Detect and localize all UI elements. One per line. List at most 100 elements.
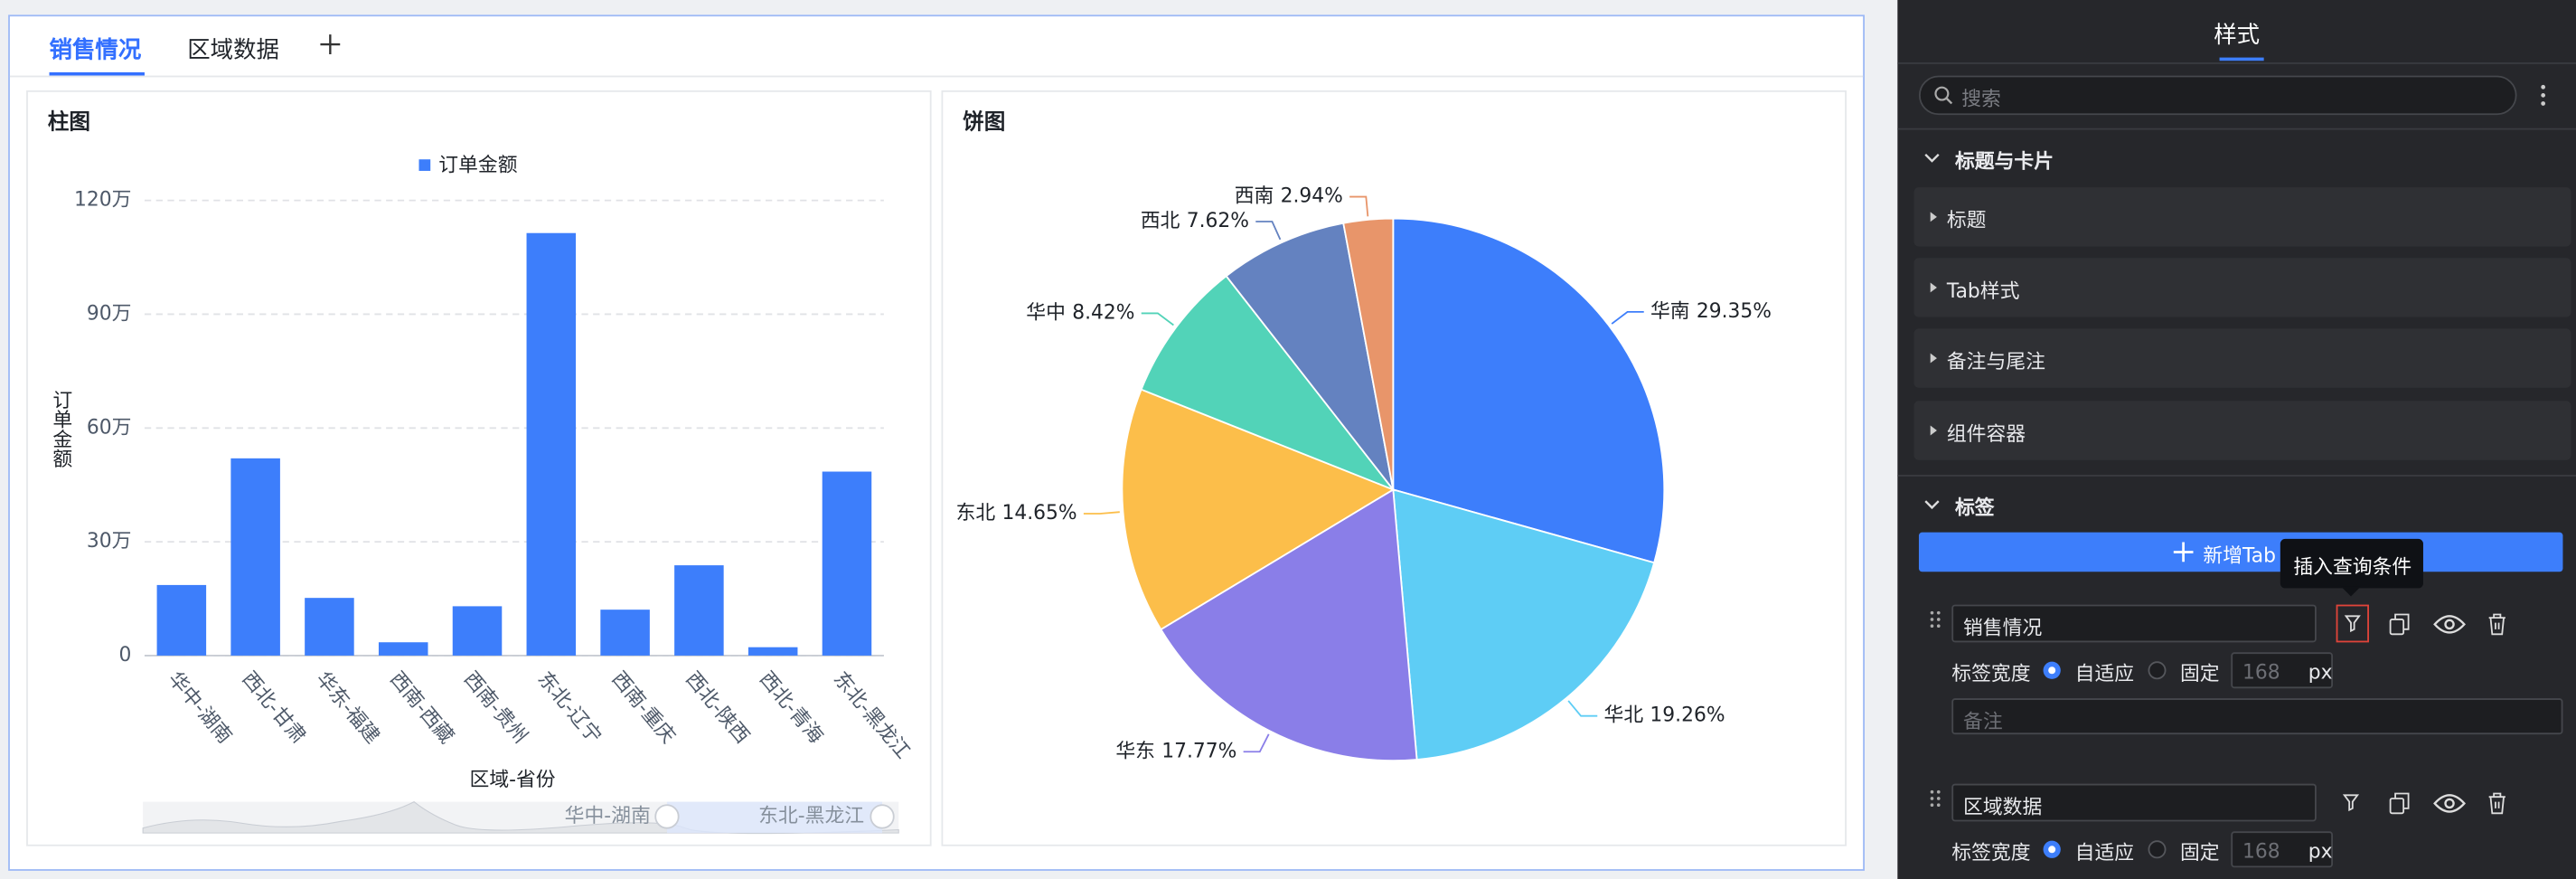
x-tick-label: 东北-黑龙江 bbox=[829, 667, 914, 763]
divider bbox=[1897, 128, 2576, 130]
search-icon bbox=[1934, 86, 1953, 105]
radio-label: 自适应 bbox=[2074, 841, 2135, 865]
y-axis-label: 订单金额 bbox=[50, 390, 72, 469]
search-placeholder: 搜索 bbox=[1961, 87, 2001, 110]
button-label: 新增Tab bbox=[2203, 543, 2276, 567]
pie-label: 西北 7.62% bbox=[1141, 210, 1249, 232]
pie-label-value: 8.42% bbox=[1072, 301, 1134, 324]
pie-label-value: 19.26% bbox=[1650, 704, 1725, 727]
drag-handle[interactable] bbox=[1929, 610, 1942, 629]
bar bbox=[600, 610, 650, 656]
radio[interactable] bbox=[2148, 660, 2167, 680]
unit: px bbox=[2308, 839, 2333, 863]
radio[interactable] bbox=[2148, 839, 2167, 859]
note-input[interactable]: 备注 bbox=[1951, 698, 2563, 735]
pie-label-value: 29.35% bbox=[1697, 300, 1772, 323]
width-input[interactable]: 168 px bbox=[2231, 652, 2333, 689]
pie-slice bbox=[1342, 217, 1395, 490]
x-tick-label: 西北-陕西 bbox=[681, 667, 753, 748]
item-label: 组件容器 bbox=[1946, 421, 2026, 446]
section-item[interactable]: 组件容器 bbox=[1913, 401, 2571, 460]
pie-slice bbox=[1140, 274, 1396, 492]
item-label: 备注与尾注 bbox=[1946, 349, 2045, 373]
delete-icon[interactable] bbox=[2487, 792, 2507, 815]
collapse-icon[interactable] bbox=[1923, 496, 1940, 513]
bar bbox=[378, 642, 428, 656]
bar bbox=[674, 565, 724, 656]
y-tick-label: 30万 bbox=[87, 530, 132, 553]
radio-label: 固定 bbox=[2179, 841, 2220, 865]
radio-label: 自适应 bbox=[2074, 662, 2135, 685]
bar bbox=[822, 471, 872, 656]
bar-card: 柱图 0 30万 60万 90万 120万 订单金额 华中-湖南 西北-甘肃 华东-福建 西南-西藏… bbox=[26, 90, 932, 846]
pie-label-name: 西南 bbox=[1235, 185, 1274, 208]
section-item[interactable]: 标题 bbox=[1913, 187, 2571, 247]
pie-slice bbox=[1225, 222, 1395, 490]
section-item[interactable]: 备注与尾注 bbox=[1913, 328, 2571, 388]
search-box[interactable]: 搜索 bbox=[1918, 75, 2517, 116]
pie-label-name: 华东 bbox=[1115, 740, 1155, 762]
tab[interactable]: 区域数据 bbox=[187, 37, 279, 64]
delete-icon[interactable] bbox=[2487, 613, 2507, 636]
y-tick-label: 0 bbox=[119, 644, 132, 666]
pie-label: 华东 17.77% bbox=[1115, 740, 1236, 762]
section-title[interactable]: 标题与卡片 bbox=[1954, 149, 2054, 173]
input-value: 区域数据 bbox=[1963, 795, 2043, 818]
pie-label-value: 2.94% bbox=[1281, 185, 1343, 208]
tab-name-input[interactable]: 区域数据 bbox=[1951, 783, 2317, 822]
y-tick-label: 60万 bbox=[87, 416, 132, 439]
divider bbox=[1897, 62, 2576, 64]
copy-icon[interactable] bbox=[2389, 613, 2411, 636]
leader-line bbox=[1255, 221, 1282, 241]
x-tick-label: 西南-西藏 bbox=[385, 667, 457, 748]
y-tick-label: 120万 bbox=[74, 189, 131, 212]
pie-label-name: 东北 bbox=[956, 502, 996, 525]
leader-line bbox=[1083, 511, 1120, 515]
section-title[interactable]: 标签 bbox=[1954, 496, 1995, 520]
pie-slice bbox=[1121, 388, 1396, 631]
tab-underline bbox=[49, 71, 145, 76]
x-tick-label: 东北-辽宁 bbox=[533, 667, 606, 748]
input-placeholder: 备注 bbox=[1963, 709, 2003, 733]
input-value: 168 bbox=[2242, 660, 2280, 684]
pie-label-name: 华北 bbox=[1604, 704, 1644, 727]
field-label: 标签宽度 bbox=[1951, 662, 2031, 685]
bar bbox=[156, 584, 207, 656]
radio-checked[interactable] bbox=[2042, 839, 2062, 859]
item-label: 标题 bbox=[1946, 208, 1987, 232]
bar bbox=[305, 598, 354, 656]
x-tick-label: 华中-湖南 bbox=[164, 667, 236, 748]
more-icon[interactable] bbox=[2536, 82, 2550, 109]
section-item[interactable]: Tab样式 bbox=[1913, 258, 2571, 317]
chart-title: 柱图 bbox=[48, 109, 90, 135]
tab-name-input[interactable]: 销售情况 bbox=[1951, 604, 2317, 643]
tooltip-arrow bbox=[2341, 586, 2361, 597]
input-value: 销售情况 bbox=[1963, 616, 2043, 639]
width-input[interactable]: 168 px bbox=[2231, 831, 2333, 868]
add-tab-button[interactable]: 新增Tab bbox=[1918, 532, 2563, 572]
drag-handle[interactable] bbox=[1929, 789, 1942, 808]
x-tick-label: 西南-贵州 bbox=[459, 667, 531, 748]
pie-label-value: 17.77% bbox=[1161, 740, 1236, 762]
bar bbox=[747, 647, 798, 656]
bar bbox=[230, 458, 280, 656]
divider bbox=[9, 75, 1864, 78]
tab[interactable]: 销售情况 bbox=[49, 37, 142, 64]
filter-button[interactable] bbox=[2336, 604, 2369, 643]
pie-label-value: 7.62% bbox=[1187, 210, 1249, 232]
bar bbox=[526, 232, 577, 656]
visibility-icon[interactable] bbox=[2433, 794, 2466, 814]
filter-icon[interactable] bbox=[2342, 794, 2360, 812]
pie-label-value: 14.65% bbox=[1001, 502, 1076, 525]
input-value: 168 bbox=[2242, 839, 2280, 863]
collapse-icon[interactable] bbox=[1923, 149, 1940, 165]
visibility-icon[interactable] bbox=[2433, 614, 2466, 634]
add-tab-icon[interactable] bbox=[319, 33, 342, 55]
pie-card: 饼图 华南 29.35% 华北 19.26% 华东 17.77% 东北 14.65% 华中 8.42… bbox=[941, 90, 1847, 846]
copy-icon[interactable] bbox=[2389, 792, 2411, 815]
field-label: 标签宽度 bbox=[1951, 841, 2031, 865]
zoom-selection bbox=[666, 801, 883, 834]
radio-checked[interactable] bbox=[2042, 660, 2062, 680]
